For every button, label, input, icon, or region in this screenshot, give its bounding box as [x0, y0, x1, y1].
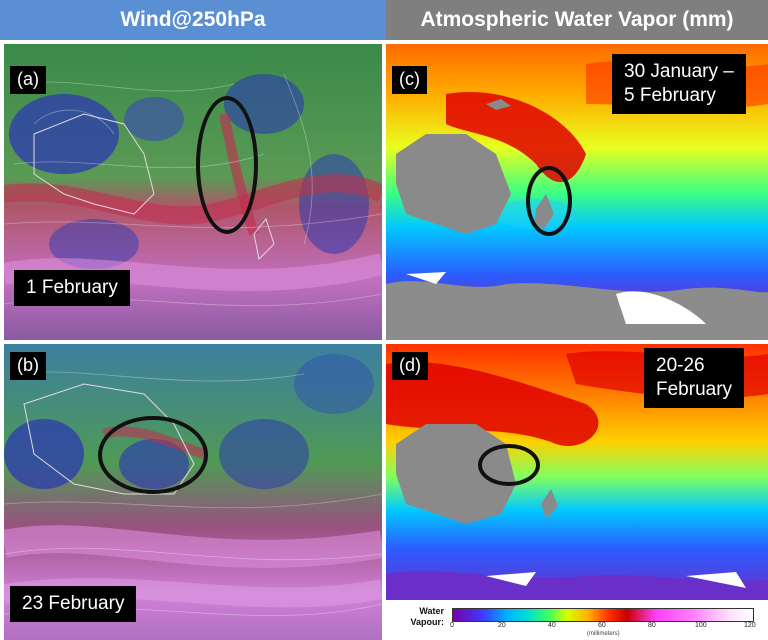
panel-d-date-line1: 20-26 [656, 355, 705, 376]
colorbar-tick: 40 [548, 622, 556, 629]
panel-b-label: (b) [10, 352, 46, 380]
panel-d-date: 20-26 February [644, 348, 745, 408]
panel-a-wind-map: (a) 1 February [4, 44, 382, 340]
water-vapour-colorbar: Water Vapour: 0 20 40 60 80 100 120 (mil… [382, 602, 768, 640]
colorbar-tick: 120 [744, 622, 756, 629]
panel-d-water-vapor-map: (d) 20-26 February [386, 344, 768, 600]
colorbar-units: (millimeters) [587, 631, 620, 637]
panel-a-label: (a) [10, 66, 46, 94]
colorbar-tick: 100 [695, 622, 707, 629]
colorbar-label-line2: Vapour: [410, 616, 444, 627]
panel-c-date-line2: 5 February [624, 84, 716, 106]
panel-d-date-line2: February [656, 378, 733, 400]
highlight-ellipse-b [98, 416, 208, 494]
panel-c-water-vapor-map: (c) 30 January – 5 February [386, 44, 768, 340]
panel-c-label: (c) [392, 66, 427, 94]
highlight-ellipse-d [478, 444, 540, 486]
colorbar-tick: 20 [498, 622, 506, 629]
panel-c-date: 30 January – 5 February [612, 54, 746, 114]
colorbar-tick: 80 [648, 622, 656, 629]
colorbar-label-line1: Water [419, 606, 444, 616]
colorbar-gradient [452, 608, 754, 622]
panel-a-date: 1 February [14, 270, 130, 306]
colorbar-label: Water Vapour: [388, 606, 444, 628]
panel-c-date-line1: 30 January – [624, 61, 734, 82]
highlight-ellipse-a [196, 96, 258, 234]
wind-header: Wind@250hPa [0, 0, 386, 40]
highlight-ellipse-c [526, 166, 572, 236]
panel-b-date: 23 February [10, 586, 137, 622]
panel-d-label: (d) [392, 352, 428, 380]
water-vapor-header: Atmospheric Water Vapor (mm) [386, 0, 768, 40]
colorbar-tick: 0 [450, 622, 454, 629]
colorbar-tick: 60 [598, 622, 606, 629]
panel-b-wind-map: (b) 23 February [4, 344, 382, 640]
